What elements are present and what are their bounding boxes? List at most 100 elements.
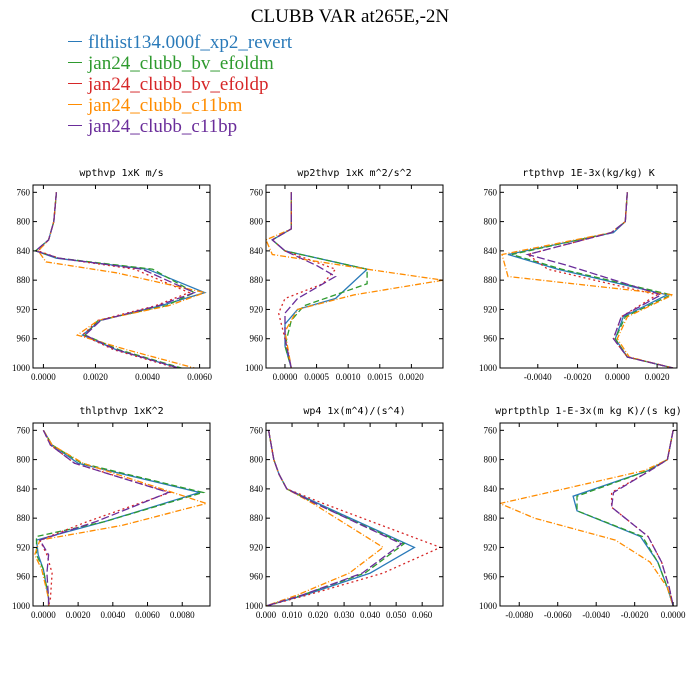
series-line — [271, 192, 337, 368]
panel-title: thlpthvp 1xK^2 — [79, 406, 163, 417]
x-tick-label: 0.0060 — [135, 610, 160, 620]
series-line — [34, 192, 197, 368]
legend-item: jan24_clubb_bv_efoldp — [68, 74, 292, 95]
legend-label: jan24_clubb_bv_efoldp — [88, 74, 269, 95]
legend-swatch — [68, 104, 82, 106]
x-tick-label: -0.0040 — [582, 610, 610, 620]
x-tick-label: -0.0060 — [544, 610, 572, 620]
x-tick-label: -0.0020 — [564, 372, 592, 382]
series-line — [500, 430, 674, 606]
legend-swatch — [68, 125, 82, 127]
y-tick-label: 760 — [250, 187, 264, 197]
y-tick-label: 760 — [17, 187, 31, 197]
plot-frame — [499, 422, 678, 607]
panel: wp4 1x(m^4)/(s^4)76080084088092096010000… — [245, 406, 444, 620]
x-tick-label: 0.0020 — [66, 610, 91, 620]
y-tick-label: 880 — [17, 275, 31, 285]
series-line — [271, 192, 368, 368]
y-tick-label: 760 — [17, 425, 31, 435]
y-tick-label: 1000 — [245, 363, 264, 373]
legend-label: jan24_clubb_c11bm — [88, 95, 243, 116]
y-tick-label: 800 — [484, 217, 498, 227]
y-tick-label: 960 — [250, 334, 264, 344]
legend: flthist134.000f_xp2_revert jan24_clubb_b… — [68, 32, 292, 137]
x-tick-label: -0.0040 — [524, 372, 552, 382]
panel-title: wp4 1x(m^4)/(s^4) — [303, 406, 405, 417]
y-tick-label: 880 — [250, 513, 264, 523]
plot-frame — [265, 422, 444, 607]
x-tick-label: 0.0000 — [605, 372, 630, 382]
series-line — [266, 192, 443, 368]
y-tick-label: 920 — [250, 542, 264, 552]
y-tick-label: 960 — [17, 572, 31, 582]
y-tick-label: 800 — [250, 455, 264, 465]
plot-frame — [32, 422, 211, 607]
y-tick-label: 960 — [484, 572, 498, 582]
y-tick-label: 920 — [250, 304, 264, 314]
legend-label: jan24_clubb_bv_efoldm — [88, 53, 274, 74]
x-tick-label: 0.020 — [308, 610, 329, 620]
y-tick-label: 880 — [484, 275, 498, 285]
x-tick-label: 0.0010 — [336, 372, 361, 382]
series-line — [33, 429, 209, 606]
x-tick-label: 0.0015 — [367, 372, 392, 382]
series-line — [35, 429, 206, 606]
x-tick-label: -0.0080 — [505, 610, 533, 620]
series-line — [610, 430, 674, 606]
x-tick-label: 0.0060 — [187, 372, 212, 382]
series-line — [271, 192, 337, 368]
y-tick-label: 800 — [17, 455, 31, 465]
x-tick-label: 0.040 — [360, 610, 381, 620]
x-tick-label: 0.0080 — [170, 610, 195, 620]
series-line — [525, 192, 674, 368]
y-tick-label: 760 — [250, 425, 264, 435]
x-tick-label: 0.0020 — [399, 372, 424, 382]
panel-title: wpthvp 1xK m/s — [79, 168, 163, 179]
y-tick-label: 760 — [484, 425, 498, 435]
x-tick-label: 0.0020 — [645, 372, 670, 382]
y-tick-label: 800 — [250, 217, 264, 227]
legend-label: jan24_clubb_c11bp — [88, 116, 238, 137]
x-tick-label: 0.0005 — [304, 372, 329, 382]
series-line — [266, 430, 416, 606]
series-line — [507, 192, 674, 368]
series-line — [34, 192, 207, 368]
y-tick-label: 920 — [484, 542, 498, 552]
legend-swatch — [68, 62, 82, 64]
y-tick-label: 840 — [484, 484, 498, 494]
plot-frame — [265, 184, 444, 369]
plot-frame — [499, 184, 678, 369]
y-tick-label: 840 — [250, 246, 264, 256]
y-tick-label: 1000 — [479, 363, 498, 373]
y-tick-label: 1000 — [245, 601, 264, 611]
figure-title: CLUBB VAR at265E,-2N — [250, 6, 450, 27]
legend-item: flthist134.000f_xp2_revert — [68, 32, 292, 53]
panel: rtpthvp 1E-3x(kg/kg) K 760 800 840 880 920 960… — [479, 168, 678, 382]
x-tick-label: 0.000 — [256, 610, 277, 620]
series-line — [34, 192, 196, 368]
x-tick-label: 0.0000 — [31, 610, 56, 620]
panel: wprtpthlp 1-E-3x(m kg K)/(s kg) 760 800 840… — [479, 406, 686, 620]
series-line — [37, 192, 208, 368]
series-line — [39, 430, 173, 606]
y-tick-label: 880 — [250, 275, 264, 285]
y-tick-label: 1000 — [12, 363, 31, 373]
series-line — [38, 430, 171, 606]
panel: wp2thvp 1xK m^2/s^2 760 800 840 880 920 960 100… — [245, 168, 444, 382]
y-tick-label: 840 — [17, 246, 31, 256]
legend-swatch — [68, 83, 82, 85]
x-tick-label: 0.010 — [282, 610, 303, 620]
x-tick-label: 0.0000 — [31, 372, 56, 382]
y-tick-label: 880 — [17, 513, 31, 523]
y-tick-label: 840 — [17, 484, 31, 494]
y-tick-label: 1000 — [479, 601, 498, 611]
y-tick-label: 880 — [484, 513, 498, 523]
x-tick-label: 0.0000 — [273, 372, 298, 382]
series-line — [266, 430, 443, 606]
legend-item: jan24_clubb_c11bp — [68, 116, 292, 137]
x-tick-label: 0.030 — [334, 610, 355, 620]
y-tick-label: 960 — [250, 572, 264, 582]
series-line — [266, 430, 385, 606]
y-tick-label: 960 — [484, 334, 498, 344]
